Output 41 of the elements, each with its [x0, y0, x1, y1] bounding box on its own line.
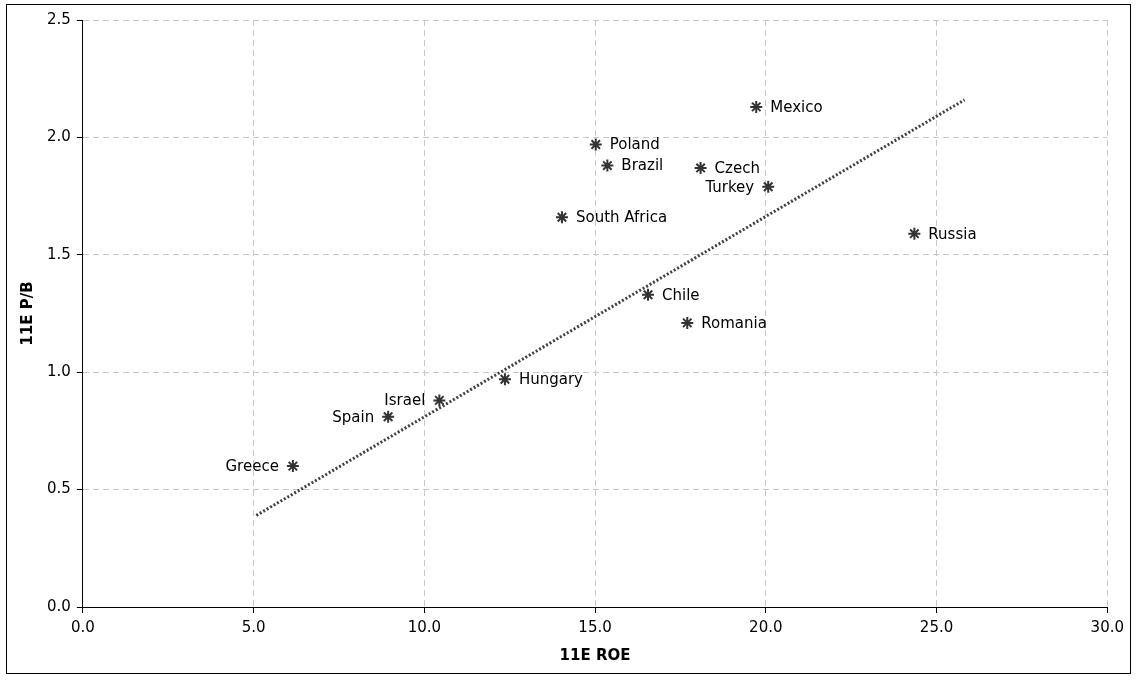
x-tick-label: 20.0 [749, 617, 783, 636]
point [588, 137, 603, 152]
annotation: Czech [714, 158, 760, 177]
point [907, 226, 922, 241]
point [285, 459, 300, 474]
point [761, 179, 776, 194]
y-tick-label: 0.5 [47, 479, 71, 498]
point [693, 160, 708, 175]
annotation: Turkey [704, 177, 755, 196]
annotation: Israel [384, 391, 426, 410]
point [554, 210, 569, 225]
annotation: Russia [928, 224, 977, 243]
y-tick-label: 1.0 [47, 362, 71, 381]
x-tick-label: 0.0 [70, 617, 95, 636]
y-tick-label: 1.5 [47, 244, 71, 263]
x-tick-label: 15.0 [578, 617, 612, 636]
annotation: South Africa [575, 208, 668, 227]
annotation: Poland [609, 135, 660, 154]
y-axis-title: 11E P/B [17, 281, 36, 346]
point [432, 393, 447, 408]
point [600, 158, 615, 173]
annotation: Brazil [621, 156, 664, 175]
annotation: Spain [332, 407, 375, 426]
point [497, 372, 512, 387]
y-tick-label: 2.0 [47, 127, 71, 146]
point [641, 287, 656, 302]
point [680, 315, 695, 330]
x-tick-label: 5.0 [241, 617, 266, 636]
y-tick-label: 0.0 [47, 596, 71, 615]
annotation: Greece [225, 457, 279, 476]
annotation: Romania [701, 313, 767, 332]
annotation: Hungary [518, 370, 584, 389]
x-axis-title: 11E ROE [559, 645, 631, 664]
x-tick-label: 10.0 [407, 617, 442, 636]
point [381, 409, 396, 424]
annotation: Chile [662, 285, 700, 304]
annotation: Mexico [770, 97, 823, 116]
x-tick-label: 25.0 [919, 617, 954, 636]
y-tick-label: 2.5 [47, 9, 71, 28]
x-tick-label: 30.0 [1090, 617, 1124, 636]
point [749, 99, 764, 114]
